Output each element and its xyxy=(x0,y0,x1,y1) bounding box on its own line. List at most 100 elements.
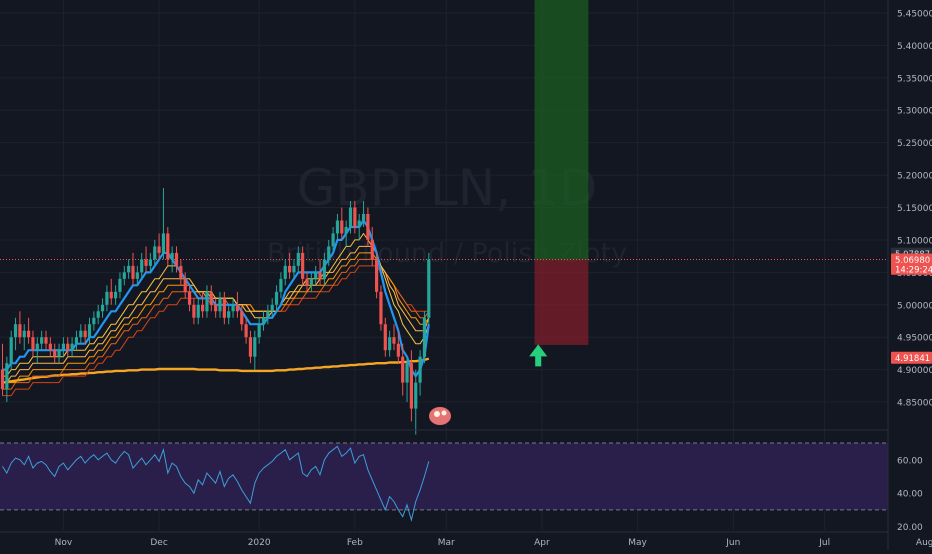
candle-body xyxy=(127,265,131,273)
candle-body xyxy=(396,343,400,357)
candle-body xyxy=(122,272,126,279)
candle-body xyxy=(318,272,322,279)
candle-body xyxy=(192,304,196,318)
price-tag-text: 5.06980 xyxy=(895,256,930,266)
candle-body xyxy=(79,330,83,338)
price-tick-label: 5.40000 xyxy=(897,42,932,52)
rsi-pane xyxy=(0,429,932,522)
price-tick-label: 4.90000 xyxy=(897,366,932,376)
candle-body xyxy=(183,278,187,292)
time-tick-label: Apr xyxy=(534,538,550,548)
candle-body xyxy=(5,363,9,390)
candle-body xyxy=(140,259,144,273)
candle-body xyxy=(218,298,222,312)
price-tag-text: 14:29:24 xyxy=(895,265,932,275)
bubble-icon[interactable] xyxy=(429,407,451,425)
candle-body xyxy=(87,324,92,338)
ma-line-ema-band-1 xyxy=(2,233,430,377)
candle-body xyxy=(279,278,283,292)
candle-body xyxy=(174,252,179,266)
candle-body xyxy=(261,317,266,325)
price-tick-label: 5.35000 xyxy=(897,74,932,84)
candle-body xyxy=(305,278,309,286)
rsi-tick-label: 40.00 xyxy=(897,490,923,500)
candle-body xyxy=(283,265,287,279)
candle-body xyxy=(22,330,26,338)
price-tick-label: 4.85000 xyxy=(897,399,932,409)
candle-body xyxy=(53,350,57,357)
price-tag-box xyxy=(891,262,932,275)
candle-body xyxy=(70,343,74,351)
candle-body xyxy=(257,324,261,338)
candle-body xyxy=(361,214,366,221)
price-axis[interactable]: 5.45000 5.40000 5.35000 5.30000 5.25000 5.200… xyxy=(887,0,932,550)
candle-body xyxy=(240,311,244,325)
candle-body xyxy=(375,259,379,292)
candle-body xyxy=(40,337,44,344)
candle-body xyxy=(157,246,161,253)
candle-body xyxy=(83,330,87,338)
ma-line-sma-200 xyxy=(2,357,430,384)
candle-body xyxy=(427,259,431,318)
bubble-dot-icon xyxy=(441,410,447,416)
candle-body xyxy=(296,252,300,266)
position-profit-zone xyxy=(534,0,589,260)
candle-body xyxy=(57,350,61,357)
price-tick-label: 5.30000 xyxy=(897,107,932,117)
candle-body xyxy=(248,337,253,357)
long-position-tool[interactable] xyxy=(0,0,888,345)
price-tag-box xyxy=(891,253,932,266)
candle-body xyxy=(114,291,118,299)
price-tick-label: 5.10000 xyxy=(897,236,932,246)
position-loss-zone xyxy=(534,259,589,345)
time-tick-label: Feb xyxy=(347,538,363,548)
candle-body xyxy=(253,337,257,357)
time-tick-label: Aug xyxy=(916,538,932,548)
candle-body xyxy=(227,311,231,318)
candle-body xyxy=(348,207,353,227)
candlestick-series xyxy=(0,188,431,435)
candle-body xyxy=(144,259,148,266)
time-tick-label: 2020 xyxy=(248,538,271,548)
candle-body xyxy=(222,298,226,318)
candle-body xyxy=(31,337,35,351)
time-tick-label: Nov xyxy=(55,538,73,548)
candle-body xyxy=(66,343,70,351)
candle-body xyxy=(327,246,331,260)
price-tick-label: 4.95000 xyxy=(897,334,932,344)
candle-body xyxy=(100,304,105,312)
candle-body xyxy=(161,233,166,253)
candle-body xyxy=(9,337,13,364)
candle-body xyxy=(35,343,39,351)
time-tick-label: Dec xyxy=(150,538,167,548)
candle-body xyxy=(109,291,113,299)
candle-body xyxy=(322,259,326,279)
time-tick-label: Jun xyxy=(725,538,740,548)
candle-body xyxy=(301,252,305,279)
candle-body xyxy=(48,343,52,351)
time-axis[interactable]: NovDec2020FebMarAprMayJunJulAugSep xyxy=(0,531,932,548)
candle-body xyxy=(105,291,109,305)
time-tick-label: Jul xyxy=(818,538,830,548)
toast-icon[interactable] xyxy=(429,407,451,425)
candle-body xyxy=(235,304,239,312)
candle-body xyxy=(244,324,248,338)
green-up-arrow-icon xyxy=(529,344,548,367)
rsi-tick-label: 60.00 xyxy=(897,456,923,466)
price-tick-label: 5.00000 xyxy=(897,301,932,311)
candle-body xyxy=(409,363,413,409)
candle-body xyxy=(205,291,209,312)
candle-body xyxy=(370,239,374,260)
candle-body xyxy=(196,304,200,318)
candle-body xyxy=(266,311,270,318)
candle-body xyxy=(153,246,157,260)
candle-body xyxy=(74,337,79,344)
candle-body xyxy=(405,363,409,383)
candle-body xyxy=(331,233,335,247)
price-tick-label: 5.20000 xyxy=(897,172,932,182)
candle-body xyxy=(292,265,296,273)
price-tick-label: 5.15000 xyxy=(897,204,932,214)
candle-body xyxy=(388,337,392,351)
